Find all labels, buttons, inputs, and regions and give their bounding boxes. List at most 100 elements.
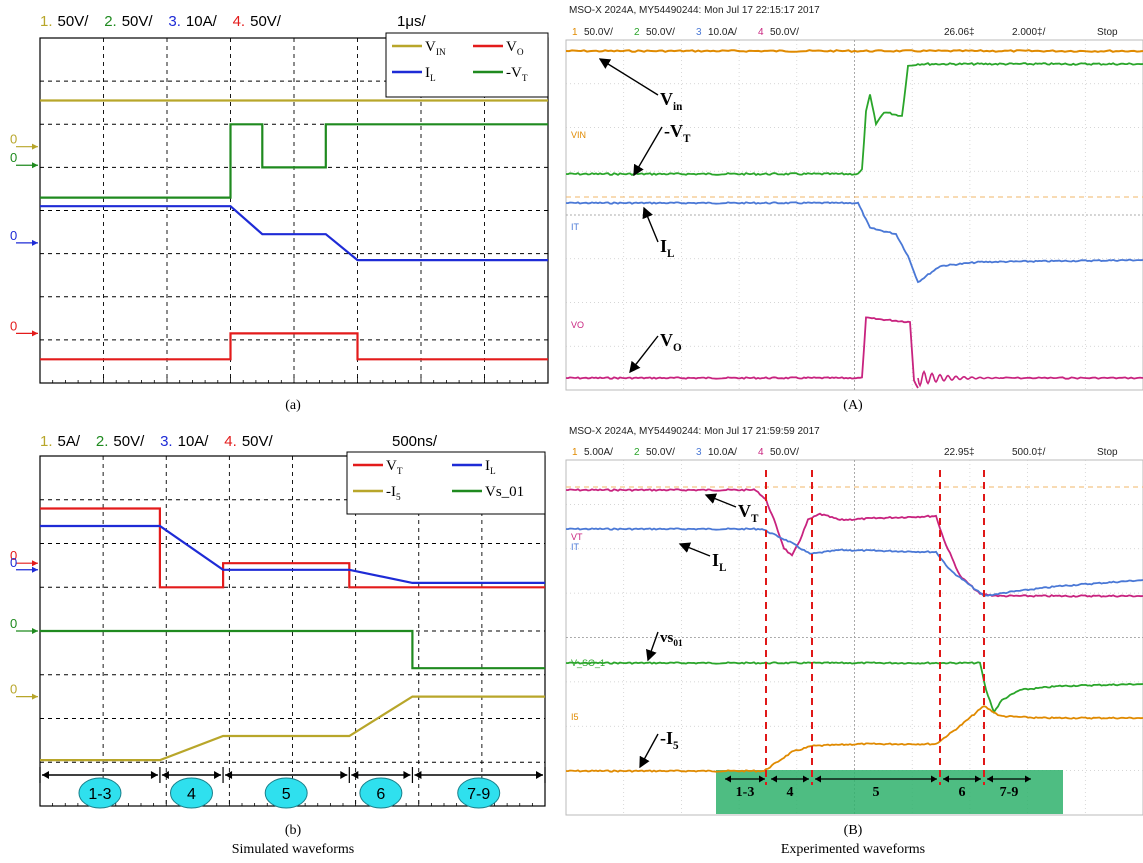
scope-channel-number: 2 bbox=[634, 27, 640, 38]
scope-channel-number: 4 bbox=[758, 447, 764, 458]
panel-B-scale-bar: 1 5.00A/2 50.0V/3 10.0A/4 50.0V/22.95‡ 500.0‡… bbox=[572, 447, 1118, 458]
waveform-annotation-sub: T bbox=[751, 513, 759, 525]
legend-entry-sub: T bbox=[397, 467, 403, 477]
legend-entry-main: V bbox=[425, 39, 436, 55]
caption-experimental: Experimented waveforms bbox=[781, 842, 925, 857]
scope-channel-tag: IT bbox=[571, 542, 580, 552]
interval-label: 7-9 bbox=[1000, 785, 1019, 800]
zero-marker-arrowhead bbox=[32, 694, 38, 700]
scope-channel-scale: 10.0A/ bbox=[708, 27, 737, 38]
zero-marker-label: 0 bbox=[10, 150, 17, 165]
panel-b-time-scale: 500ns/ bbox=[392, 433, 438, 450]
scope-channel-number: 1 bbox=[572, 447, 578, 458]
channel-scale-value: 5A/ bbox=[58, 433, 81, 450]
legend-entry-main: V bbox=[511, 65, 522, 81]
legend-entry: Vs_01 bbox=[485, 484, 524, 500]
zero-marker-label: 0 bbox=[10, 228, 17, 243]
interval-label: 5 bbox=[282, 786, 291, 803]
zero-marker-arrowhead bbox=[32, 240, 38, 246]
scope-channel-number: 2 bbox=[634, 447, 640, 458]
interval-arrowhead bbox=[42, 771, 49, 779]
channel-scale-value: 50V/ bbox=[242, 433, 274, 450]
panel-b-legend: VT IL-I5 Vs_01 bbox=[347, 452, 545, 514]
scope-channel-tag: VIN bbox=[571, 130, 586, 140]
channel-scale-number: 1. bbox=[40, 433, 53, 450]
scope-channel-scale: 50.0V/ bbox=[584, 27, 613, 38]
channel-scale-value: 50V/ bbox=[122, 13, 154, 30]
zero-marker-label: 0 bbox=[10, 682, 17, 697]
interval-arrowhead bbox=[214, 771, 221, 779]
channel-scale-value: 50V/ bbox=[113, 433, 145, 450]
panel-a-label: (a) bbox=[285, 398, 301, 413]
interval-label: 4 bbox=[787, 785, 794, 800]
channel-scale-value: 10A/ bbox=[178, 433, 210, 450]
scope-channel-number: 3 bbox=[696, 27, 702, 38]
interval-arrowhead bbox=[225, 771, 232, 779]
scope-channel-scale: 50.0V/ bbox=[770, 27, 799, 38]
scope-channel-tag: VT bbox=[571, 532, 583, 542]
scope-timebase: 2.000‡/ bbox=[1012, 27, 1046, 38]
channel-scale-1: 1. 5A/ bbox=[40, 433, 81, 450]
zero-marker-arrowhead bbox=[32, 162, 38, 168]
channel-scale-number: 3. bbox=[160, 433, 173, 450]
scope-channel-scale: 50.0V/ bbox=[770, 447, 799, 458]
channel-scale-value: 50V/ bbox=[250, 13, 282, 30]
panel-a-legend: VIN VOIL -VT bbox=[386, 33, 548, 97]
channel-scale-4: 4. 50V/ bbox=[233, 13, 282, 30]
panel-A-header: MSO-X 2024A, MY54490244: Mon Jul 17 22:1… bbox=[569, 5, 820, 16]
zero-marker-label: 0 bbox=[10, 132, 17, 147]
legend-entry-sub: L bbox=[430, 74, 436, 84]
scope-timebase: 500.0‡/ bbox=[1012, 447, 1046, 458]
zero-marker-arrowhead bbox=[32, 144, 38, 150]
waveform-annotation-sub: O bbox=[673, 342, 682, 354]
panel-b-label: (b) bbox=[285, 823, 302, 838]
waveform-annotation-main: I bbox=[660, 236, 667, 256]
interval-label: 5 bbox=[873, 785, 880, 800]
waveform-annotation-main: -I bbox=[660, 728, 673, 748]
scope-channel-scale: 50.0V/ bbox=[646, 447, 675, 458]
scope-run-state: Stop bbox=[1097, 447, 1118, 458]
interval-label: 4 bbox=[187, 786, 196, 803]
waveform-annotation-sub: L bbox=[719, 562, 726, 574]
panel-B-header: MSO-X 2024A, MY54490244: Mon Jul 17 21:5… bbox=[569, 426, 820, 437]
zero-marker-label: 0 bbox=[10, 555, 17, 570]
panel-A-oscilloscope-screen: VINITVOVin-VTILVO bbox=[566, 40, 1143, 390]
panel-A-scale-bar: 1 50.0V/2 50.0V/3 10.0A/4 50.0V/26.06‡ 2.000‡… bbox=[572, 27, 1118, 38]
legend-box bbox=[386, 33, 548, 97]
channel-scale-number: 4. bbox=[233, 13, 246, 30]
waveform-annotation-main: vs bbox=[660, 630, 674, 646]
panel-a-channel-scales: 1. 50V/2. 50V/3. 10A/4. 50V/ bbox=[40, 13, 282, 30]
scope-channel-scale: 50.0V/ bbox=[646, 27, 675, 38]
legend-entry-sub: T bbox=[522, 74, 528, 84]
waveform-annotation-main: V bbox=[738, 501, 751, 521]
interval-arrowhead bbox=[151, 771, 158, 779]
scope-channel-tag: IT bbox=[571, 222, 580, 232]
legend-box bbox=[347, 452, 545, 514]
waveform-annotation-sub: 5 bbox=[673, 740, 679, 752]
scope-channel-number: 3 bbox=[696, 447, 702, 458]
interval-label: 6 bbox=[376, 786, 385, 803]
channel-scale-value: 50V/ bbox=[58, 13, 90, 30]
legend-entry-sub: L bbox=[490, 467, 496, 477]
waveform-annotation-main: V bbox=[660, 89, 673, 109]
scope-channel-scale: 10.0A/ bbox=[708, 447, 737, 458]
interval-arrowhead bbox=[351, 771, 358, 779]
channel-scale-number: 2. bbox=[96, 433, 109, 450]
panel-a-time-scale: 1μs/ bbox=[397, 13, 426, 30]
interval-arrowhead bbox=[340, 771, 347, 779]
zero-marker-arrowhead bbox=[32, 560, 38, 566]
scope-delay: 22.95‡ bbox=[944, 447, 975, 458]
legend-entry-sub: IN bbox=[436, 48, 446, 58]
scope-channel-scale: 5.00A/ bbox=[584, 447, 613, 458]
waveform-annotation-main: V bbox=[660, 330, 673, 350]
interval-label: 1-3 bbox=[88, 786, 111, 803]
panel-A-label: (A) bbox=[843, 398, 863, 413]
channel-scale-2: 2. 50V/ bbox=[96, 433, 145, 450]
panel-b-channel-scales: 1. 5A/2. 50V/3. 10A/4. 50V/ bbox=[40, 433, 274, 450]
channel-scale-number: 3. bbox=[168, 13, 181, 30]
waveform-annotation-main: -V bbox=[664, 121, 683, 141]
legend-entry-main: V bbox=[386, 458, 397, 474]
interval-arrowhead bbox=[536, 771, 543, 779]
